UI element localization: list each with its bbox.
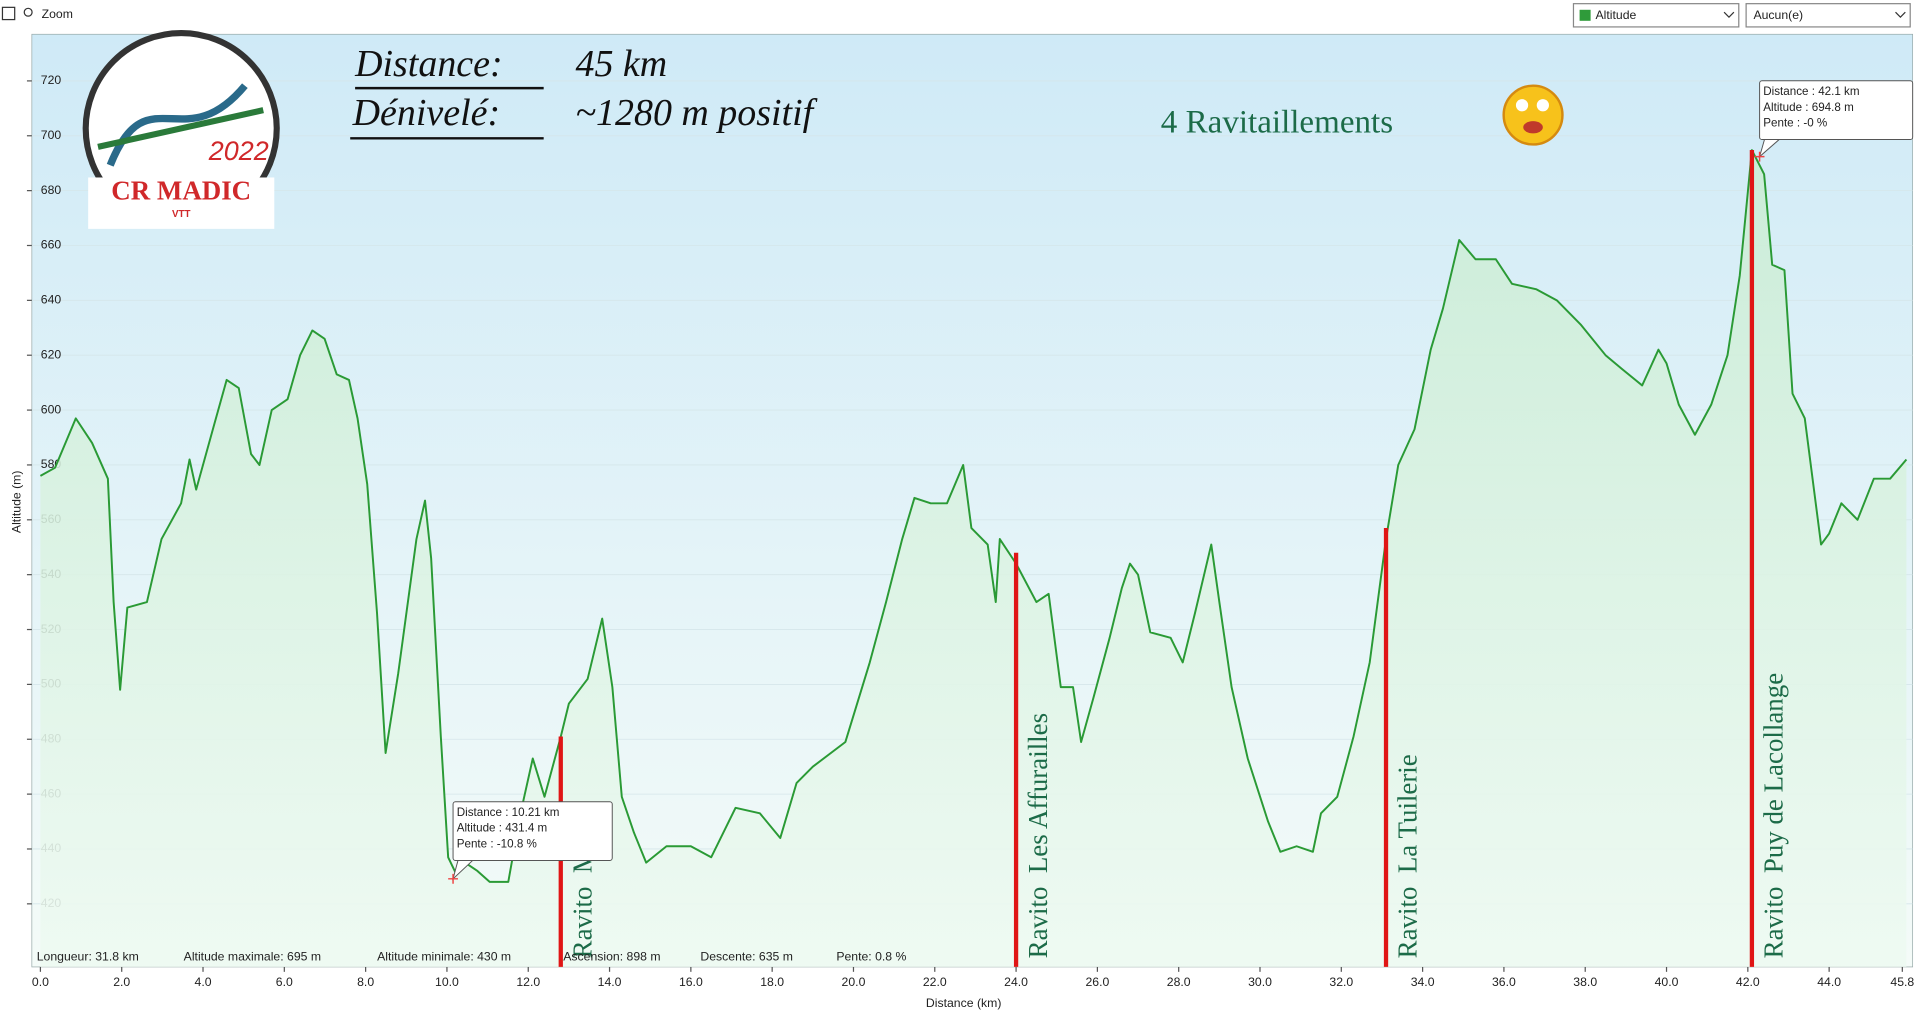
x-tick-label: 36.0 xyxy=(1492,975,1516,989)
x-tick-label: 0.0 xyxy=(32,975,49,989)
y-tick-label: 600 xyxy=(41,402,62,416)
smiley-face xyxy=(1502,84,1564,146)
x-tick-label: 30.0 xyxy=(1248,975,1272,989)
x-tick-label: 20.0 xyxy=(842,975,866,989)
altitude-select[interactable]: Altitude xyxy=(1572,3,1740,28)
y-tick-label: 720 xyxy=(41,73,62,87)
x-tick-label: 8.0 xyxy=(357,975,374,989)
stat: Pente: 0.8 % xyxy=(836,949,906,963)
x-tick-label: 6.0 xyxy=(276,975,293,989)
logo-band xyxy=(88,177,275,229)
stat: Altitude minimale: 430 m xyxy=(377,949,511,963)
elevation-label: Dénivelé: xyxy=(352,92,500,134)
x-tick-label: 22.0 xyxy=(923,975,947,989)
x-tick-label: 28.0 xyxy=(1167,975,1191,989)
logo-swoosh xyxy=(97,107,264,150)
distance-value: 45 km xyxy=(576,43,668,85)
dropdown-arrow xyxy=(1895,11,1906,19)
smiley-eye xyxy=(1515,99,1529,112)
x-tick-label: 40.0 xyxy=(1655,975,1679,989)
tooltip-text: Pente : -0 % xyxy=(1763,117,1827,130)
tooltip-text: Altitude : 431.4 m xyxy=(457,822,547,835)
x-tick-label: 42.0 xyxy=(1736,975,1760,989)
logo: 2022 CR MADIC VTT xyxy=(82,29,280,229)
x-tick-label: 10.0 xyxy=(435,975,459,989)
series-swatch xyxy=(1579,9,1591,21)
tooltip-text: Distance : 10.21 km xyxy=(457,806,560,819)
smiley-eye xyxy=(1536,99,1549,112)
x-tick-label: 44.0 xyxy=(1817,975,1841,989)
x-axis-label: Distance (km) xyxy=(926,996,1001,1010)
y-tick-label: 680 xyxy=(41,183,62,197)
logo-name: CR MADIC xyxy=(111,176,251,206)
elevation-value: ~1280 m positif xyxy=(576,92,818,134)
stat: Descente: 635 m xyxy=(700,949,793,963)
stat: Longueur: 31.8 km xyxy=(37,949,139,963)
tooltip-box xyxy=(1759,80,1914,141)
dropdown-arrow xyxy=(1723,11,1735,19)
x-tick-label: 12.0 xyxy=(516,975,540,989)
select-box[interactable] xyxy=(1572,3,1740,28)
select-text: Altitude xyxy=(1596,8,1637,22)
zoom-label: Zoom xyxy=(42,7,73,21)
tooltip-text: Altitude : 694.8 m xyxy=(1763,101,1853,114)
supply-label: Ravito La Tuilerie xyxy=(1393,754,1423,958)
smiley-icon xyxy=(1502,84,1564,146)
smiley-mouth xyxy=(1523,121,1543,134)
y-tick-label: 700 xyxy=(41,128,62,142)
y-tick-label: 660 xyxy=(41,238,62,252)
x-tick-label: 34.0 xyxy=(1411,975,1435,989)
x-tick-label: 26.0 xyxy=(1085,975,1109,989)
tooltip-text: Pente : -10.8 % xyxy=(457,838,537,851)
x-tick-label: 38.0 xyxy=(1573,975,1597,989)
second-select[interactable]: Aucun(e) xyxy=(1745,3,1911,28)
stat: Ascension: 898 m xyxy=(563,949,660,963)
logo-sub: VTT xyxy=(172,209,191,220)
tooltip-box xyxy=(452,801,613,861)
plot: 4204404604805005205405605806006206406606… xyxy=(26,73,1914,989)
stat: Altitude maximale: 695 m xyxy=(184,949,321,963)
x-tick-label: 16.0 xyxy=(679,975,703,989)
line xyxy=(39,149,1908,883)
tooltip-point xyxy=(448,873,458,884)
zoom-checkbox[interactable] xyxy=(1,6,16,21)
x-tick-label: 2.0 xyxy=(113,975,130,989)
select-box[interactable] xyxy=(1745,3,1911,28)
logo-year: 2022 xyxy=(208,136,269,166)
y-axis-label: Altitude (m) xyxy=(9,471,23,534)
supply-label: Ravito Puy de Lacollange xyxy=(1759,673,1789,959)
zoom-icon xyxy=(23,7,33,17)
x-tick-label: 24.0 xyxy=(1004,975,1028,989)
y-tick-label: 640 xyxy=(41,293,62,307)
x-tick-label: 32.0 xyxy=(1329,975,1353,989)
distance-label: Distance: xyxy=(354,43,503,85)
supply-label: Ravito Les Affurailles xyxy=(1023,713,1053,958)
area xyxy=(40,150,1907,967)
x-tick-label: 4.0 xyxy=(195,975,212,989)
supplies-label: 4 Ravitaillements xyxy=(1161,104,1393,140)
x-tick-label: 45.8 xyxy=(1890,975,1914,989)
x-tick-label: 14.0 xyxy=(598,975,622,989)
x-tick-label: 18.0 xyxy=(760,975,784,989)
select-text: Aucun(e) xyxy=(1753,8,1803,22)
tooltip-text: Distance : 42.1 km xyxy=(1763,85,1859,98)
tooltip-point xyxy=(1754,151,1765,162)
y-tick-label: 620 xyxy=(41,347,62,361)
